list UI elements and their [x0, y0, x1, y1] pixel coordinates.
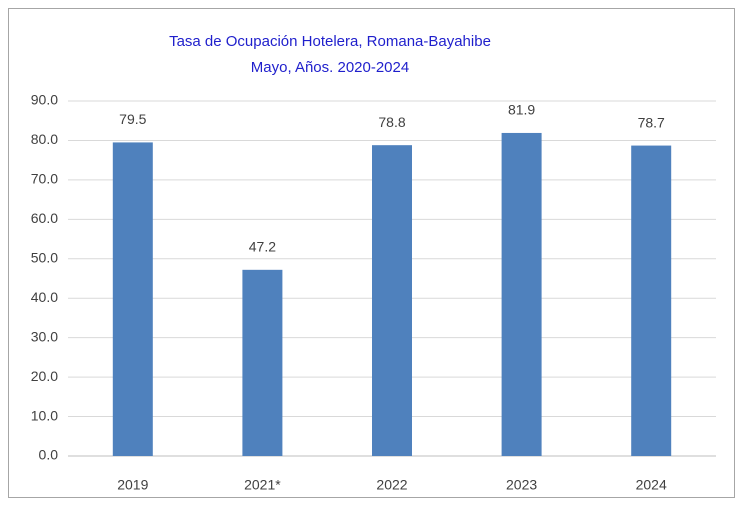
bar: [631, 145, 672, 457]
y-tick-label: 60.0: [31, 210, 58, 226]
chart-subtitle: Mayo, Años. 2020-2024: [251, 59, 409, 76]
y-tick-label: 80.0: [31, 131, 58, 147]
x-tick-label: 2019: [117, 477, 148, 493]
data-label: 47.2: [249, 239, 276, 255]
chart-title: Tasa de Ocupación Hotelera, Romana-Bayah…: [169, 33, 491, 50]
y-tick-label: 10.0: [31, 407, 58, 423]
bar: [372, 145, 412, 456]
data-label: 78.8: [378, 114, 405, 130]
y-tick-label: 0.0: [39, 447, 59, 463]
x-tick-label: 2023: [506, 477, 537, 493]
x-tick-label: 2021*: [244, 477, 281, 493]
bar: [112, 142, 153, 456]
bar: [501, 132, 542, 456]
y-tick-label: 50.0: [31, 249, 58, 265]
y-tick-label: 70.0: [31, 171, 58, 187]
y-tick-label: 40.0: [31, 289, 58, 305]
y-tick-label: 90.0: [31, 92, 58, 108]
y-tick-label: 30.0: [31, 328, 58, 344]
x-tick-label: 2022: [376, 477, 407, 493]
data-label: 78.7: [638, 114, 665, 130]
data-label: 79.5: [119, 111, 146, 127]
bar: [242, 269, 283, 456]
data-label: 81.9: [508, 102, 535, 118]
y-tick-label: 20.0: [31, 368, 58, 384]
x-tick-label: 2024: [636, 477, 667, 493]
